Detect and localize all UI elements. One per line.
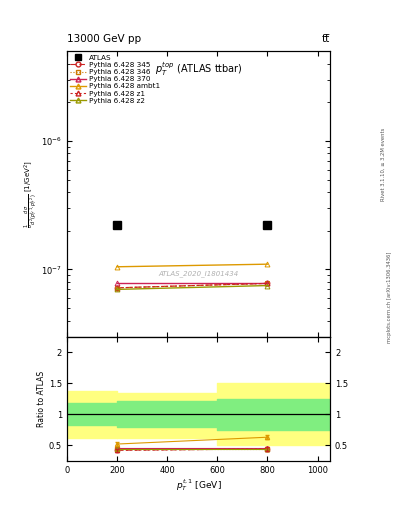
Text: Rivet 3.1.10, ≥ 3.2M events: Rivet 3.1.10, ≥ 3.2M events: [381, 127, 386, 201]
Y-axis label: $\frac{1}{\sigma}\frac{d\sigma}{d^2(p_T^{t,1}\!\cdot\!p_T^{t,2})}$ [1/GeV$^2$]: $\frac{1}{\sigma}\frac{d\sigma}{d^2(p_T^…: [22, 160, 40, 228]
Legend: ATLAS, Pythia 6.428 345, Pythia 6.428 346, Pythia 6.428 370, Pythia 6.428 ambt1,: ATLAS, Pythia 6.428 345, Pythia 6.428 34…: [69, 53, 162, 105]
Text: 13000 GeV pp: 13000 GeV pp: [67, 33, 141, 44]
Text: mcplots.cern.ch [arXiv:1306.3436]: mcplots.cern.ch [arXiv:1306.3436]: [387, 251, 391, 343]
Text: ATLAS_2020_I1801434: ATLAS_2020_I1801434: [158, 270, 239, 278]
Text: tt̅: tt̅: [322, 33, 330, 44]
Text: $p_T^{top}$ (ATLAS ttbar): $p_T^{top}$ (ATLAS ttbar): [154, 60, 242, 78]
Y-axis label: Ratio to ATLAS: Ratio to ATLAS: [37, 371, 46, 427]
X-axis label: $p_T^{t,1}$ [GeV]: $p_T^{t,1}$ [GeV]: [176, 477, 221, 493]
